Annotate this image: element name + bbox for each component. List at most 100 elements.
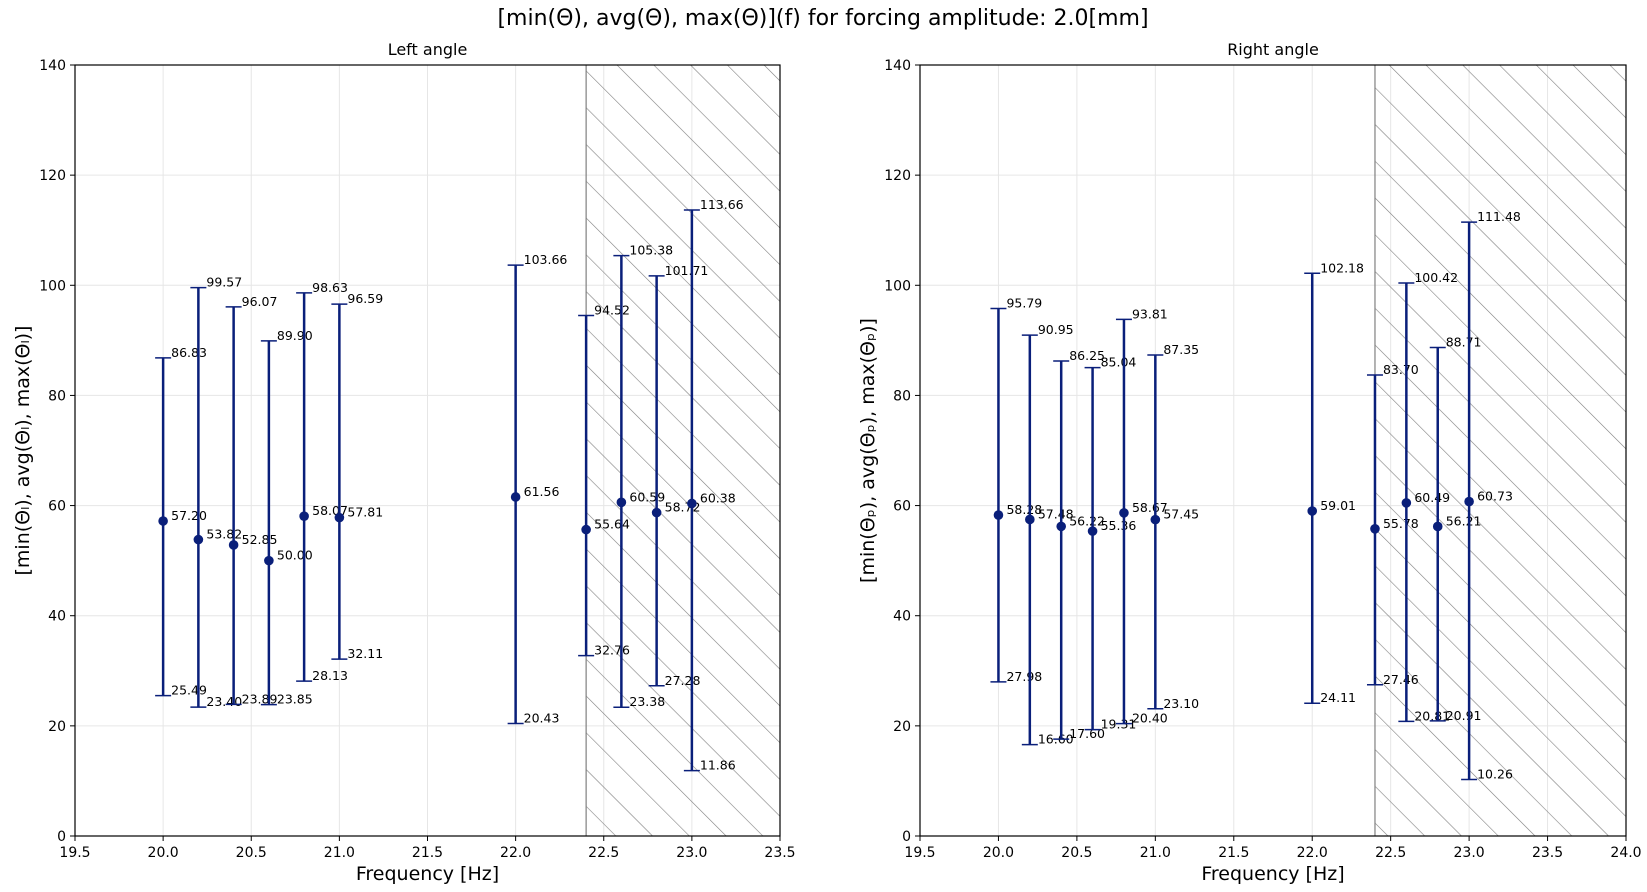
- right-angle-y-axis-label: [min(Θₚ), avg(Θₚ), max(Θₚ)]: [857, 318, 879, 583]
- right-angle-avg-label: 55.36: [1101, 518, 1137, 533]
- left-angle-y-tick-label: 40: [48, 609, 66, 625]
- right-angle-avg-label: 55.78: [1383, 516, 1419, 531]
- left-angle-avg-label: 57.81: [347, 505, 383, 520]
- right-angle-x-tick-label: 24.0: [1610, 845, 1641, 861]
- right-angle-y-tick-label: 40: [893, 609, 911, 625]
- right-angle-avg-point: [1119, 508, 1129, 518]
- left-angle-avg-label: 50.00: [277, 548, 313, 563]
- left-angle-avg-label: 60.38: [700, 490, 736, 505]
- right-angle-avg-point: [1087, 526, 1098, 536]
- left-angle-x-tick-label: 21.5: [412, 845, 443, 861]
- right-angle-axes: 95.7958.2827.9890.9557.4816.6086.2556.22…: [857, 40, 1642, 885]
- right-angle-max-label: 102.18: [1320, 260, 1364, 275]
- left-angle-max-label: 105.38: [629, 243, 673, 258]
- left-angle-max-label: 113.66: [700, 197, 744, 212]
- right-angle-min-label: 27.98: [1006, 669, 1042, 684]
- right-angle-y-tick-label: 100: [884, 278, 911, 294]
- left-angle-min-label: 28.13: [312, 668, 348, 683]
- right-angle-avg-point: [1056, 521, 1066, 532]
- right-angle-avg-label: 56.22: [1069, 513, 1105, 528]
- right-angle-x-tick-label: 22.5: [1375, 845, 1406, 861]
- right-angle-min-label: 27.46: [1383, 672, 1419, 687]
- left-angle-max-label: 89.90: [277, 328, 313, 343]
- left-angle-min-label: 32.11: [347, 646, 383, 661]
- right-angle-avg-label: 56.21: [1446, 513, 1482, 528]
- right-angle-min-label: 20.40: [1132, 711, 1168, 726]
- right-angle-max-label: 111.48: [1477, 209, 1521, 224]
- right-angle-avg-label: 57.48: [1038, 506, 1074, 521]
- left-angle-max-label: 103.66: [524, 252, 568, 267]
- right-angle-x-tick-label: 20.0: [983, 845, 1014, 861]
- right-angle-avg-point: [1370, 524, 1380, 534]
- right-angle-max-label: 83.70: [1383, 362, 1419, 377]
- left-angle-title: Left angle: [388, 40, 468, 59]
- left-angle-x-tick-label: 23.5: [764, 845, 795, 861]
- left-angle-avg-point: [510, 492, 521, 502]
- left-angle-avg-label: 60.59: [629, 489, 665, 504]
- left-angle-min-label: 23.38: [629, 694, 665, 709]
- left-angle-avg-point: [264, 555, 274, 566]
- left-angle-max-label: 96.59: [347, 291, 383, 306]
- right-angle-y-tick-label: 140: [884, 58, 911, 74]
- right-angle-avg-point: [1464, 496, 1474, 507]
- right-angle-max-label: 93.81: [1132, 306, 1168, 321]
- right-angle-min-label: 10.26: [1477, 766, 1513, 781]
- left-angle-x-tick-label: 20.5: [236, 845, 267, 861]
- left-angle-min-label: 23.40: [206, 694, 242, 709]
- right-angle-min-label: 24.11: [1320, 690, 1356, 705]
- right-angle-y-tick-label: 80: [893, 388, 911, 404]
- left-angle-min-label: 32.76: [594, 643, 630, 658]
- left-angle-x-tick-label: 23.0: [676, 845, 707, 861]
- left-angle-min-label: 11.86: [700, 758, 736, 773]
- left-angle-max-label: 86.83: [171, 345, 207, 360]
- left-angle-y-tick-label: 140: [39, 58, 66, 74]
- left-angle-x-tick-label: 22.0: [500, 845, 531, 861]
- right-angle-max-label: 86.25: [1069, 348, 1105, 363]
- left-angle-max-label: 96.07: [242, 294, 278, 309]
- left-angle-y-tick-label: 0: [57, 829, 66, 845]
- right-angle-avg-label: 58.67: [1132, 500, 1168, 515]
- left-angle-avg-point: [158, 516, 168, 526]
- right-angle-max-label: 85.04: [1101, 355, 1137, 370]
- right-angle-y-tick-label: 60: [893, 499, 911, 515]
- right-angle-x-tick-label: 21.5: [1218, 845, 1249, 861]
- left-angle-avg-point: [334, 512, 345, 523]
- right-angle-y-tick-label: 0: [902, 829, 911, 845]
- left-angle-min-label: 23.85: [277, 692, 313, 707]
- right-angle-hatched-region: [1374, 65, 1626, 836]
- left-angle-min-label: 27.28: [665, 673, 701, 688]
- left-angle-avg-point: [581, 524, 591, 535]
- right-angle-min-label: 20.91: [1446, 708, 1482, 723]
- left-angle-y-axis-label: [min(Θₗ), avg(Θₗ), max(Θₗ)]: [12, 326, 34, 576]
- right-angle-y-tick-label: 20: [893, 719, 911, 735]
- right-angle-x-tick-label: 20.5: [1061, 845, 1092, 861]
- right-angle-avg-point: [1025, 514, 1035, 525]
- right-angle-x-tick-label: 23.0: [1454, 845, 1485, 861]
- right-angle-avg-point: [1150, 514, 1161, 525]
- right-angle-avg-point: [1401, 498, 1412, 508]
- right-angle-avg-label: 60.49: [1414, 490, 1450, 505]
- right-angle-max-label: 88.71: [1446, 334, 1482, 349]
- left-angle-avg-point: [616, 497, 627, 508]
- left-angle-avg-label: 55.64: [594, 517, 630, 532]
- left-angle-avg-label: 57.20: [171, 508, 207, 523]
- left-angle-max-label: 99.57: [206, 275, 242, 290]
- right-angle-y-tick-label: 120: [884, 168, 911, 184]
- right-angle-spines: [919, 64, 1627, 837]
- left-angle-x-tick-label: 22.5: [588, 845, 619, 861]
- right-angle-avg-point: [1432, 521, 1443, 532]
- left-angle-avg-label: 52.85: [242, 532, 278, 547]
- right-angle-max-label: 95.79: [1006, 295, 1042, 310]
- right-angle-title: Right angle: [1227, 40, 1319, 59]
- right-angle-avg-label: 57.45: [1163, 507, 1199, 522]
- right-angle-avg-point: [993, 510, 1004, 520]
- left-angle-avg-point: [193, 534, 204, 545]
- figure-suptitle: [min(Θ), avg(Θ), max(Θ)](f) for forcing …: [497, 6, 1148, 31]
- left-angle-min-label: 25.49: [171, 683, 207, 698]
- left-angle-hatched-region: [586, 65, 780, 836]
- left-angle-x-tick-label: 20.0: [148, 845, 179, 861]
- left-angle-x-axis-label: Frequency [Hz]: [356, 863, 499, 885]
- left-angle-max-label: 101.71: [665, 263, 709, 278]
- left-angle-y-tick-label: 100: [39, 278, 66, 294]
